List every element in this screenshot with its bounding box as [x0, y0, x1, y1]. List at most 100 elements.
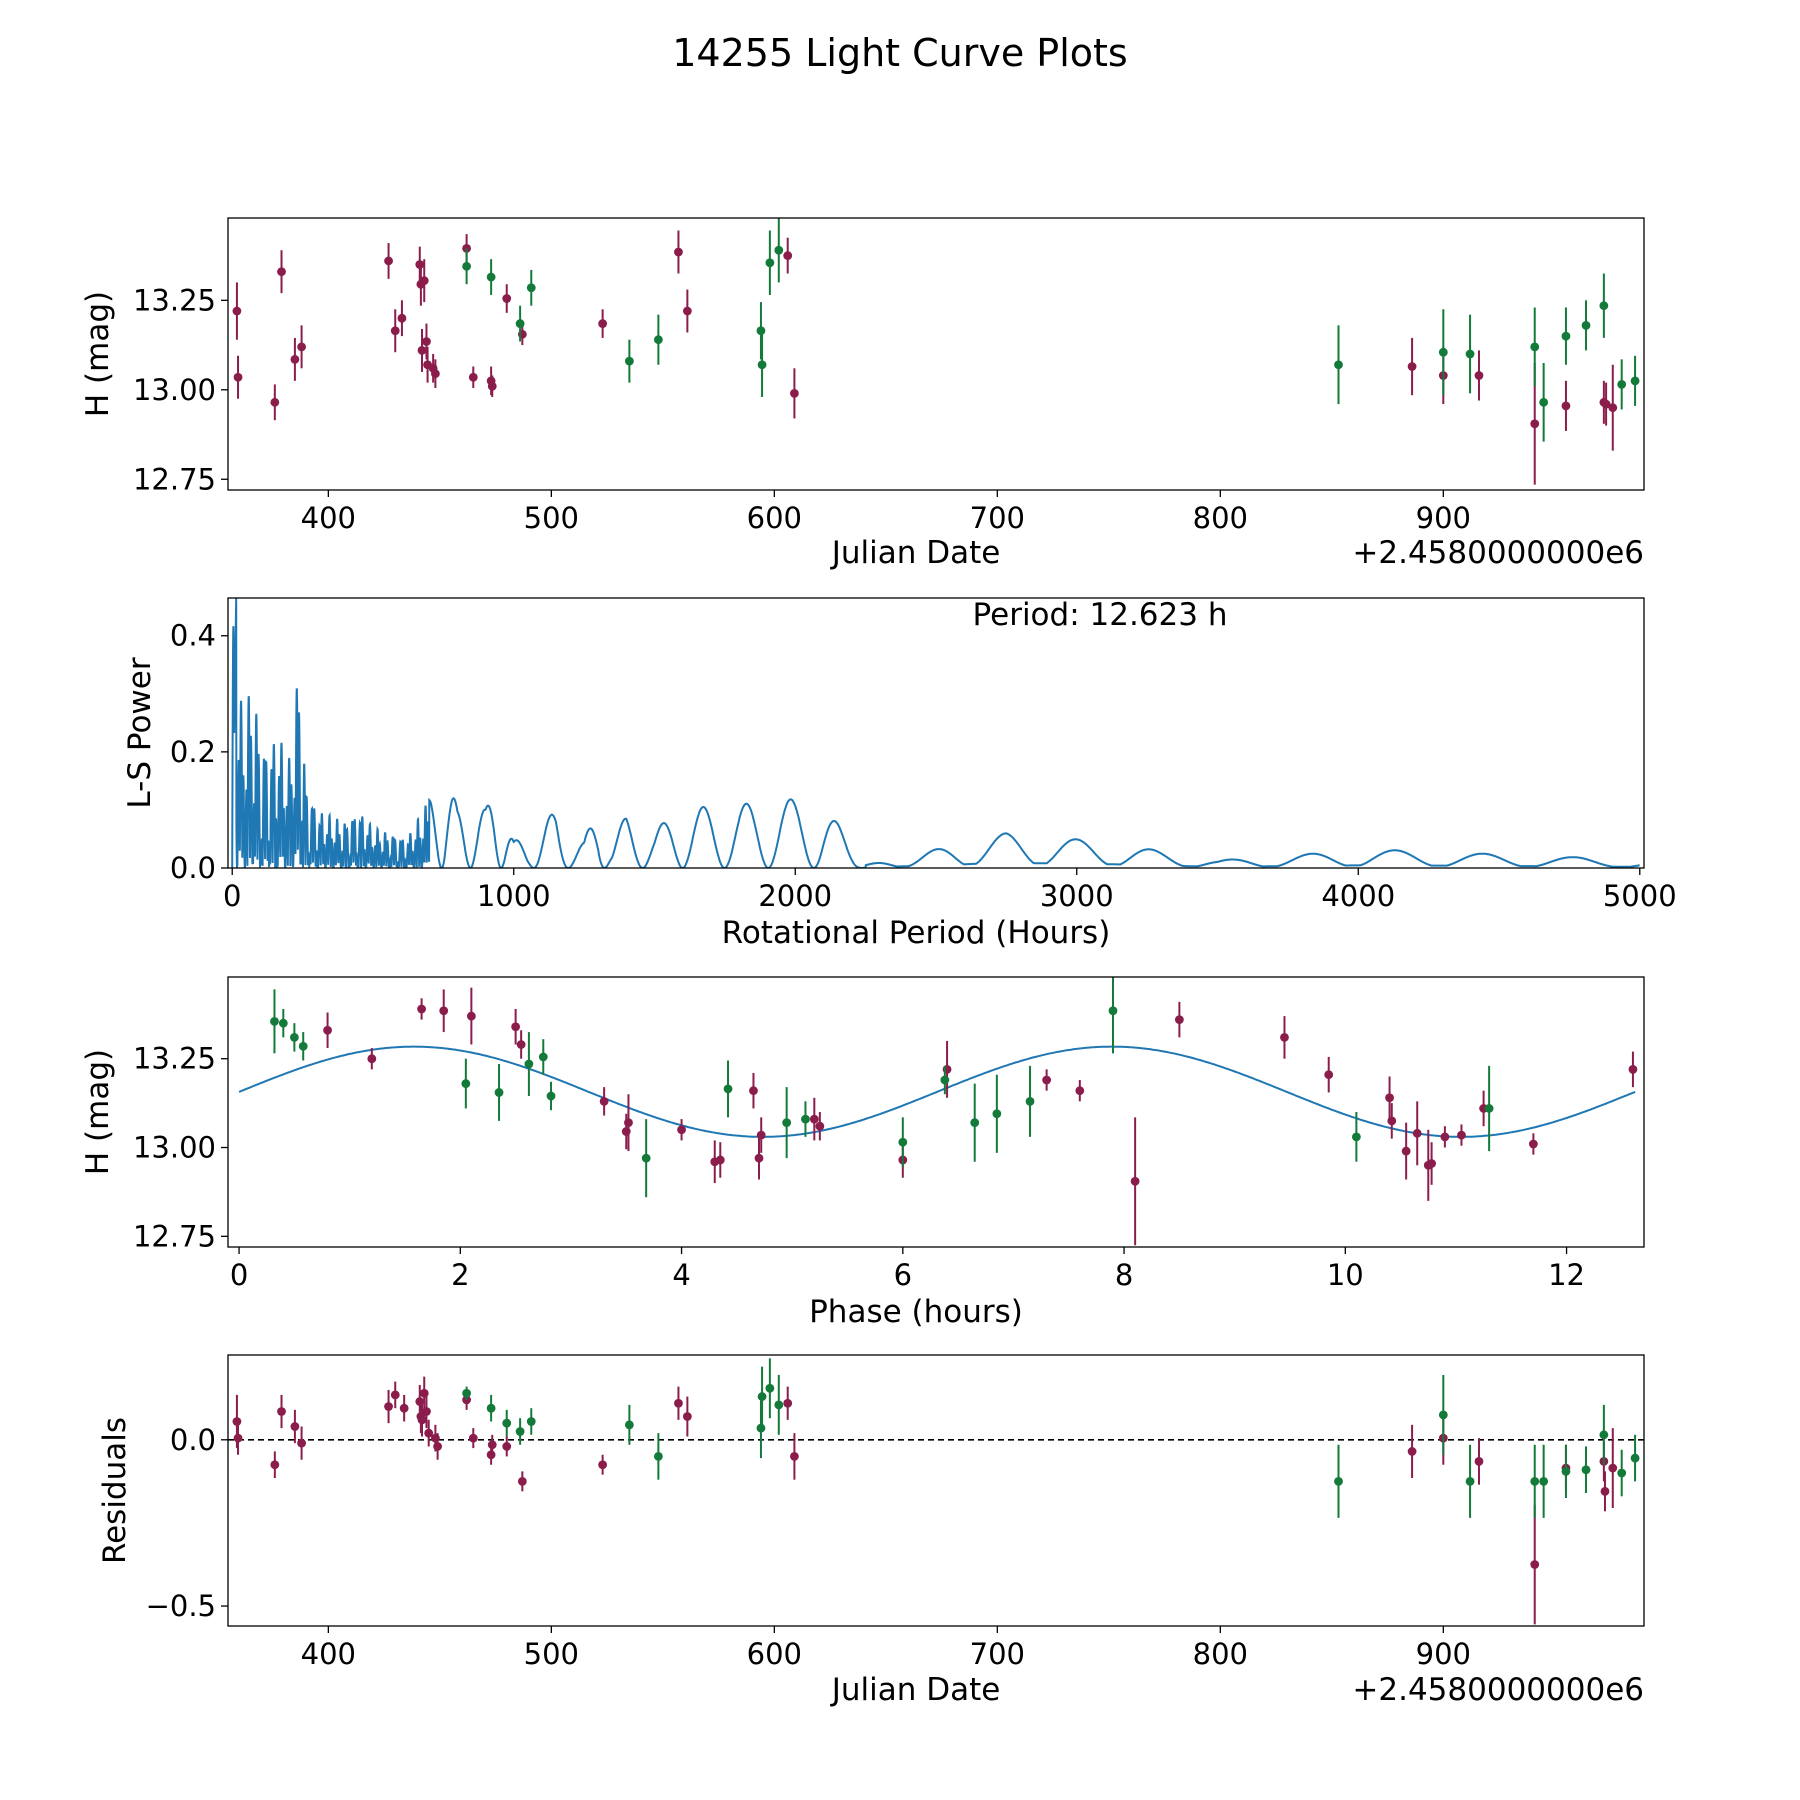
data-point-primary	[417, 346, 427, 355]
data-point-secondary	[486, 1403, 496, 1413]
data-point-primary	[1474, 371, 1484, 380]
phase-fold-x-label: Phase (hours)	[809, 1294, 1023, 1330]
light-curve-ytick-label: 13.25	[133, 283, 216, 317]
data-point-secondary	[756, 326, 766, 336]
data-point-secondary	[641, 1153, 651, 1163]
phase-fold-xtick-label: 8	[1115, 1258, 1133, 1292]
data-point-primary	[1530, 419, 1540, 429]
data-point-primary	[270, 1460, 280, 1470]
data-point-primary	[367, 1054, 377, 1064]
data-point-secondary	[898, 1137, 908, 1147]
data-point-primary	[516, 1040, 526, 1049]
residuals-panel: 400 500 600 700 800 900 −0.5 0.0 Julian Date Re…	[97, 1354, 1645, 1708]
data-point-secondary	[940, 1075, 950, 1085]
data-point-secondary	[774, 245, 784, 255]
light-curve-x-label: Julian Date	[830, 535, 1001, 571]
residuals-xtick-label: 800	[1193, 1637, 1248, 1671]
light-curve-xtick-label: 600	[747, 501, 802, 535]
data-point-secondary	[1438, 347, 1448, 357]
phase-fold-xtick-label: 4	[672, 1258, 690, 1292]
phase-fold-y-label: H (mag)	[80, 1049, 116, 1175]
periodogram-line	[231, 598, 1640, 868]
periodogram-marks	[231, 598, 1640, 868]
data-point-primary	[1385, 1093, 1394, 1103]
data-point-primary	[277, 267, 286, 277]
data-point-primary	[598, 1460, 608, 1470]
data-point-primary	[598, 319, 608, 328]
data-point-secondary	[524, 1059, 534, 1069]
data-point-secondary	[992, 1109, 1002, 1119]
residuals-y-label: Residuals	[97, 1417, 133, 1564]
residuals-ytick-label: 0.0	[170, 1423, 216, 1457]
data-point-secondary	[1465, 349, 1475, 359]
phase-fold-xtick-label: 12	[1548, 1258, 1585, 1292]
light-curve-marks	[232, 218, 1640, 485]
data-point-secondary	[1561, 331, 1571, 341]
data-point-primary	[487, 1440, 497, 1450]
data-point-primary	[1608, 403, 1618, 413]
data-point-primary	[790, 1452, 799, 1461]
periodogram-ticks: 0 1000 2000 3000 4000 5000 0.0 0.2 0.4	[170, 619, 1677, 913]
data-point-secondary	[765, 1383, 775, 1393]
data-point-primary	[297, 1438, 306, 1448]
fit-curve	[238, 1045, 1636, 1138]
data-point-secondary	[1108, 1006, 1118, 1016]
periodogram-xtick-label: 5000	[1603, 879, 1677, 913]
data-point-primary	[290, 1422, 300, 1431]
light-curve-frame	[227, 217, 1645, 491]
data-point-secondary	[546, 1091, 556, 1101]
data-point-primary	[674, 1398, 683, 1408]
data-point-primary	[1407, 362, 1417, 371]
data-point-primary	[599, 1096, 609, 1106]
data-point-secondary	[765, 258, 775, 268]
data-point-secondary	[1539, 397, 1549, 407]
data-point-secondary	[1561, 1466, 1571, 1476]
data-point-secondary	[756, 1423, 766, 1433]
data-point-primary	[682, 306, 692, 316]
periodogram-panel: 0 1000 2000 3000 4000 5000 0.0 0.2 0.4 Rotationa…	[122, 597, 1677, 951]
data-point-primary	[487, 381, 497, 391]
data-point-primary	[390, 326, 400, 336]
periodogram-xtick-label: 2000	[758, 879, 832, 913]
periodogram-xtick-label: 0	[223, 879, 241, 913]
phase-fold-ytick-label: 12.75	[133, 1219, 216, 1253]
data-point-secondary	[1334, 1476, 1343, 1486]
data-point-primary	[277, 1407, 286, 1416]
data-point-secondary	[774, 1400, 784, 1410]
data-point-primary	[384, 1402, 393, 1411]
data-point-secondary	[1351, 1132, 1361, 1142]
data-point-secondary	[1530, 1476, 1540, 1486]
phase-fold-ticks: 0 2 4 6 8 10 12 12.75 13.00 13.25	[133, 1042, 1585, 1292]
data-point-primary	[1474, 1457, 1484, 1466]
data-point-secondary	[270, 1017, 279, 1026]
data-point-primary	[424, 1428, 434, 1438]
residuals-xtick-label: 700	[970, 1637, 1025, 1671]
data-point-primary	[1427, 1159, 1436, 1168]
light-curve-ytick-label: 13.00	[133, 373, 216, 407]
data-point-primary	[1601, 399, 1611, 409]
phase-fold-xtick-label: 6	[894, 1258, 912, 1292]
data-point-primary	[677, 1125, 686, 1135]
data-point-primary	[270, 397, 280, 407]
data-point-primary	[1628, 1064, 1638, 1074]
data-point-secondary	[757, 1392, 767, 1401]
periodogram-ytick-label: 0.2	[170, 735, 216, 769]
phase-fold-frame	[227, 976, 1645, 1248]
data-point-primary	[233, 372, 243, 382]
data-point-primary	[430, 369, 440, 379]
light-curve-ytick-label: 12.75	[133, 462, 216, 496]
data-point-primary	[754, 1153, 764, 1163]
data-point-primary	[809, 1114, 819, 1124]
light-curve-xtick-label: 400	[301, 501, 356, 535]
data-point-primary	[1600, 1486, 1610, 1496]
data-point-secondary	[298, 1041, 308, 1051]
data-point-primary	[422, 337, 431, 346]
data-point-primary	[790, 388, 799, 398]
residuals-x-label: Julian Date	[830, 1672, 1001, 1708]
data-point-secondary	[462, 261, 472, 271]
phase-fold-ytick-label: 13.25	[133, 1042, 216, 1076]
data-point-primary	[783, 1398, 793, 1408]
data-point-secondary	[1617, 380, 1627, 389]
data-point-secondary	[1539, 1476, 1549, 1486]
